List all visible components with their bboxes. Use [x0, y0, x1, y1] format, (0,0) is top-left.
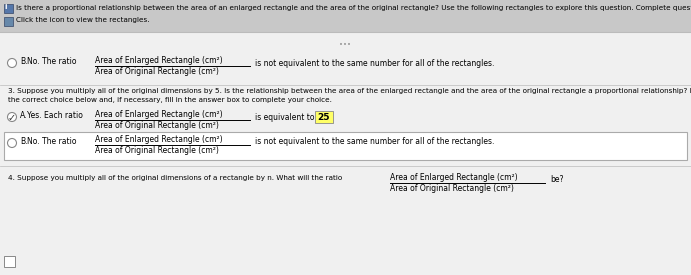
Text: 3. Suppose you multiply all of the original dimensions by 5. Is the relationship: 3. Suppose you multiply all of the origi… [8, 88, 691, 94]
Text: the correct choice below and, if necessary, fill in the answer box to complete y: the correct choice below and, if necessa… [8, 97, 332, 103]
Text: Area of Enlarged Rectangle (cm²): Area of Enlarged Rectangle (cm²) [390, 173, 518, 182]
Text: Area of Original Rectangle (cm²): Area of Original Rectangle (cm²) [95, 121, 219, 130]
Text: A.: A. [20, 111, 28, 120]
Bar [0, 32, 691, 275]
Text: 25: 25 [318, 112, 330, 122]
Circle shape [8, 59, 17, 67]
Text: Area of Original Rectangle (cm²): Area of Original Rectangle (cm²) [95, 67, 219, 76]
Circle shape [8, 112, 17, 122]
Bar [4, 4, 13, 13]
Text: is equivalent to: is equivalent to [255, 112, 314, 122]
Text: 4. Suppose you multiply all of the original dimensions of a rectangle by n. What: 4. Suppose you multiply all of the origi… [8, 175, 342, 181]
Circle shape [8, 139, 17, 147]
Text: is not equivalent to the same number for all of the rectangles.: is not equivalent to the same number for… [255, 59, 494, 67]
Text: Area of Original Rectangle (cm²): Area of Original Rectangle (cm²) [390, 184, 514, 193]
Text: •••: ••• [339, 42, 351, 48]
Text: Area of Enlarged Rectangle (cm²): Area of Enlarged Rectangle (cm²) [95, 135, 223, 144]
Bar [4, 132, 687, 160]
Text: B.: B. [20, 57, 28, 66]
Text: Area of Enlarged Rectangle (cm²): Area of Enlarged Rectangle (cm²) [95, 56, 223, 65]
Text: Area of Enlarged Rectangle (cm²): Area of Enlarged Rectangle (cm²) [95, 110, 223, 119]
Text: No. The ratio: No. The ratio [27, 57, 77, 66]
Bar [0, 0, 691, 32]
Text: be?: be? [550, 175, 563, 185]
Text: B.: B. [20, 137, 28, 146]
Text: No. The ratio: No. The ratio [27, 137, 77, 146]
Text: is not equivalent to the same number for all of the rectangles.: is not equivalent to the same number for… [255, 138, 494, 147]
Text: Is there a proportional relationship between the area of an enlarged rectangle a: Is there a proportional relationship bet… [16, 5, 691, 11]
Bar [4, 256, 15, 267]
Text: Area of Original Rectangle (cm²): Area of Original Rectangle (cm²) [95, 146, 219, 155]
Text: ✓: ✓ [8, 112, 16, 122]
Text: Click the icon to view the rectangles.: Click the icon to view the rectangles. [16, 17, 149, 23]
Text: Yes. Each ratio: Yes. Each ratio [27, 111, 83, 120]
Bar [4, 17, 13, 26]
Bar [315, 111, 333, 123]
Text: i: i [5, 4, 7, 10]
